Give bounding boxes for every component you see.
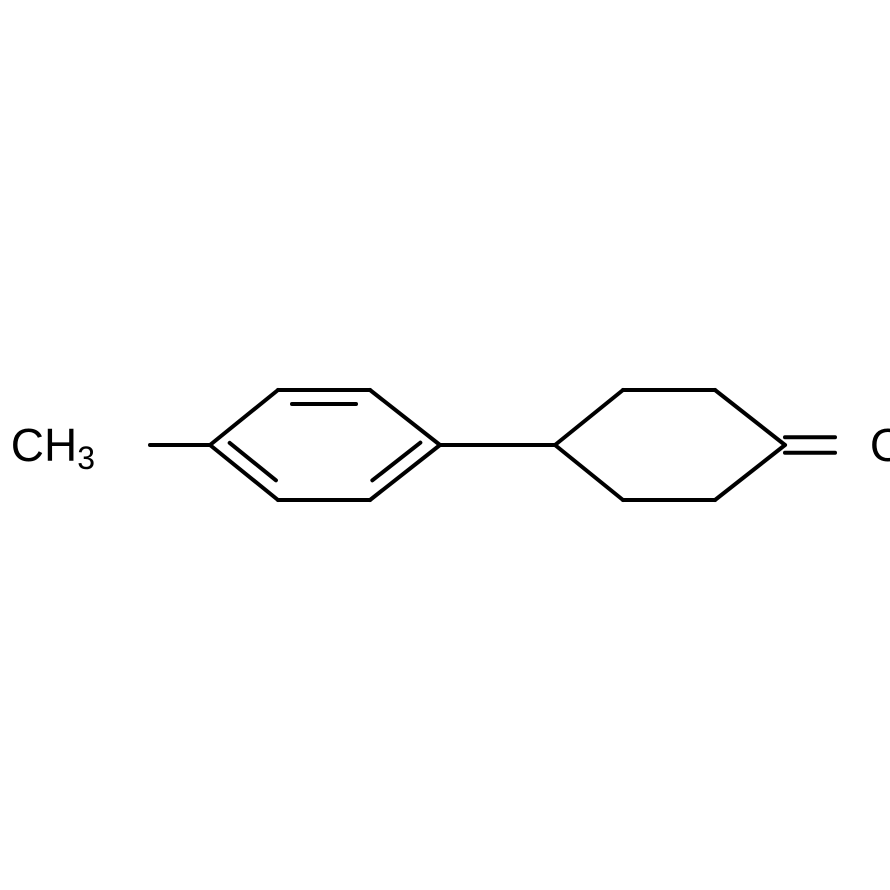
atom-label-CH3: CH3 bbox=[11, 419, 95, 476]
atom-label-O: O bbox=[870, 419, 890, 471]
molecule-diagram: CH3 O bbox=[0, 0, 890, 890]
